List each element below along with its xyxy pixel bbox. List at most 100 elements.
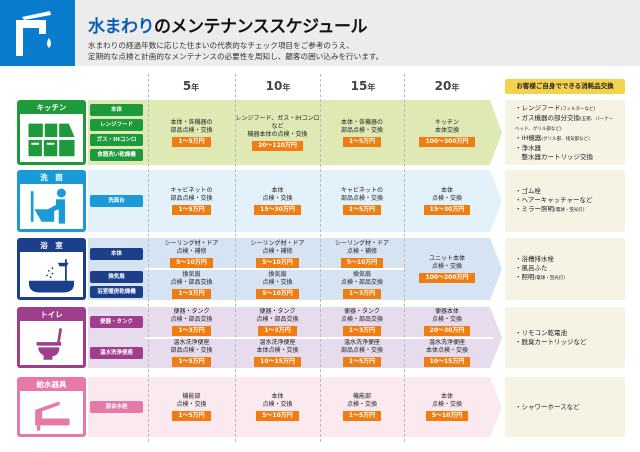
cell-text: 換気扇 <box>268 270 287 278</box>
consumable-item: ・ミラー照明(電球・蛍光灯) <box>515 205 615 215</box>
consumable-item: ・ゴム栓 <box>515 187 615 196</box>
consumable-name: ・浴槽排水栓 <box>515 255 554 263</box>
cell-text: 機器本体の点検・交換 <box>247 130 308 138</box>
consumable-item: 整水器カートリッジ交換 <box>515 153 615 162</box>
cost-badge: 5〜10万円 <box>425 411 469 421</box>
cell-text: 温水洗浄便座 <box>343 338 380 346</box>
schedule-cell: 温水洗浄便座 本体点検・交換 10〜15万円 <box>235 338 320 369</box>
consumable-item: ・浄水器 <box>515 144 615 153</box>
consumable-item: ・シャワーホースなど <box>515 403 615 412</box>
consumable-name: ・脱臭カートリッジなど <box>515 337 587 346</box>
consumable-note: (フィルターなど) <box>560 106 596 112</box>
cell-text: 便器本体 <box>434 308 459 316</box>
cost-badge: 20〜30万円 <box>423 326 471 337</box>
column-divider <box>404 74 405 442</box>
category-label: 給水器具 <box>36 380 67 389</box>
consumable-note: (五徳、バーナーヘッド、グリル部など) <box>515 116 614 132</box>
cell-text: シーリング材・ドア <box>334 239 389 247</box>
year-header: 20年 <box>434 79 460 93</box>
consumables-header: お客様ご自身でできる消耗品交換 <box>505 79 625 94</box>
cell-text: 点検・交換 <box>262 278 293 286</box>
schedule-cell: 温水洗浄便座 部品点検・交換 1〜5万円 <box>320 338 404 369</box>
year-unit: 年 <box>191 83 200 92</box>
consumable-name: ・ミラー照明 <box>515 205 554 213</box>
consumable-item: ・風呂ふた <box>515 264 615 273</box>
consumable-name: ・照明 <box>515 273 535 281</box>
title-rest: のメンテナンススケジュール <box>154 17 367 37</box>
subrow-divider <box>145 268 404 270</box>
cost-badge: 15〜30万円 <box>254 205 301 215</box>
schedule-cell: 便器・タンク 点検・部品交換 1〜3万円 <box>235 307 320 338</box>
consumable-item: ・IH機器(グリル部、排気部など) <box>515 134 615 144</box>
cell-text: 換気扇 <box>352 270 371 278</box>
cell-text: 本体点検・交換 <box>425 346 468 354</box>
cell-text: 便器・タンク <box>343 308 380 316</box>
page-title: 水まわりのメンテナンススケジュール <box>88 12 367 37</box>
cell-text: 点検・交換 <box>431 401 462 408</box>
cost-badge: 15〜30万円 <box>423 205 471 215</box>
cost-badge: 1〜5万円 <box>172 356 211 367</box>
kitchen-icon <box>20 114 83 162</box>
consumables-panel: ・リモコン乾電池 ・脱臭カートリッジなど <box>505 307 625 368</box>
consumable-item: ・脱臭カートリッジなど <box>515 338 615 347</box>
year-unit: 年 <box>367 83 376 92</box>
cost-badge: 5〜10万円 <box>256 411 299 421</box>
item-label: 便器・タンク <box>90 316 143 329</box>
consumable-item: ・照明(電球・蛍光灯) <box>515 273 615 283</box>
toilet-icon <box>20 321 83 365</box>
cell-text: 部品点検・交換 <box>170 195 213 202</box>
cost-badge: 1〜3万円 <box>172 326 211 337</box>
schedule-cell: 換気扇 点検・部品交換 1〜3万円 <box>320 269 404 300</box>
schedule-cell: キャビネットの 部品点検・交換 1〜5万円 <box>148 170 235 232</box>
cell-text: 点検・交換 <box>262 401 293 408</box>
category-label: キッチン <box>36 103 67 112</box>
category-label: 洗 面 <box>40 173 63 182</box>
category-label: 浴 室 <box>40 241 63 250</box>
cell-text: シーリング材・ドア <box>164 239 219 247</box>
cost-badge: 10〜15万円 <box>254 356 301 367</box>
consumables-panel: ・シャワーホースなど <box>505 377 625 437</box>
consumable-item: ・ヘアーキャッチャーなど <box>515 196 615 205</box>
consumable-name: ・ゴム栓 <box>515 187 541 195</box>
cell-text: キャビネットの <box>170 187 213 194</box>
subrow-divider <box>145 336 493 339</box>
washbasin-icon <box>20 184 83 229</box>
item-label: レンジフード <box>90 118 143 131</box>
cell-text: 点検・部品交換 <box>256 316 299 324</box>
cost-badge: 1〜5万円 <box>172 136 211 147</box>
item-label: 洗面台 <box>90 195 143 207</box>
cost-badge: 5〜10万円 <box>170 257 213 268</box>
cell-text: キャビネットの <box>340 187 383 194</box>
item-label: 本体 <box>90 247 143 260</box>
cell-text: 本体 <box>440 187 453 194</box>
cost-badge: 1〜5万円 <box>172 205 211 215</box>
cell-text: 部品点検・交換 <box>340 126 383 134</box>
cell-text: 部品点検・交換 <box>340 195 383 202</box>
schedule-cell: 温水洗浄便座 部品点検・交換 1〜5万円 <box>148 338 235 369</box>
cost-badge: 20〜120万円 <box>252 140 303 151</box>
cell-text: 点検・部品交換 <box>340 278 383 286</box>
year-header: 10年 <box>265 79 291 93</box>
cell-text: ユニット本体 <box>428 255 465 262</box>
row-band <box>88 377 502 437</box>
item-label: 混合水栓 <box>90 401 143 413</box>
column-divider <box>148 74 149 442</box>
schedule-cell: 本体・各機器の 部品点検・交換 1〜5万円 <box>320 100 404 165</box>
header <box>0 0 640 66</box>
schedule-cell: ユニット本体 点検・交換 100〜200万円 <box>404 238 490 300</box>
cost-badge: 5〜10万円 <box>340 257 384 268</box>
cost-badge: 5〜10万円 <box>256 257 299 268</box>
schedule-cell: 本体 点検・交換 5〜10万円 <box>404 377 490 437</box>
cell-text: レンジフード、ガス・IHコンロなど <box>235 114 320 130</box>
cost-badge: 100〜300万円 <box>419 136 475 147</box>
schedule-cell: シーリング材・ドア 点検・補修 5〜10万円 <box>320 238 404 269</box>
consumables-panel: ・浴槽排水栓 ・風呂ふた ・照明(電球・蛍光灯) <box>505 238 625 300</box>
cell-text: 本体交換 <box>434 126 459 134</box>
consumable-name: ・IH機器 <box>515 133 542 142</box>
cell-text: 本体 <box>440 393 453 400</box>
consumables-panel: ・ゴム栓 ・ヘアーキャッチャーなど ・ミラー照明(電球・蛍光灯) <box>505 170 625 232</box>
consumables-panel: ・レンジフード(フィルターなど) ・ガス機器の部分交換(五徳、バーナーヘッド、グリ… <box>505 100 625 165</box>
cell-text: 点検・部品交換 <box>340 316 383 324</box>
consumable-name: 整水器カートリッジ交換 <box>515 152 594 161</box>
schedule-cell: 本体 点検・交換 15〜30万円 <box>235 170 320 232</box>
